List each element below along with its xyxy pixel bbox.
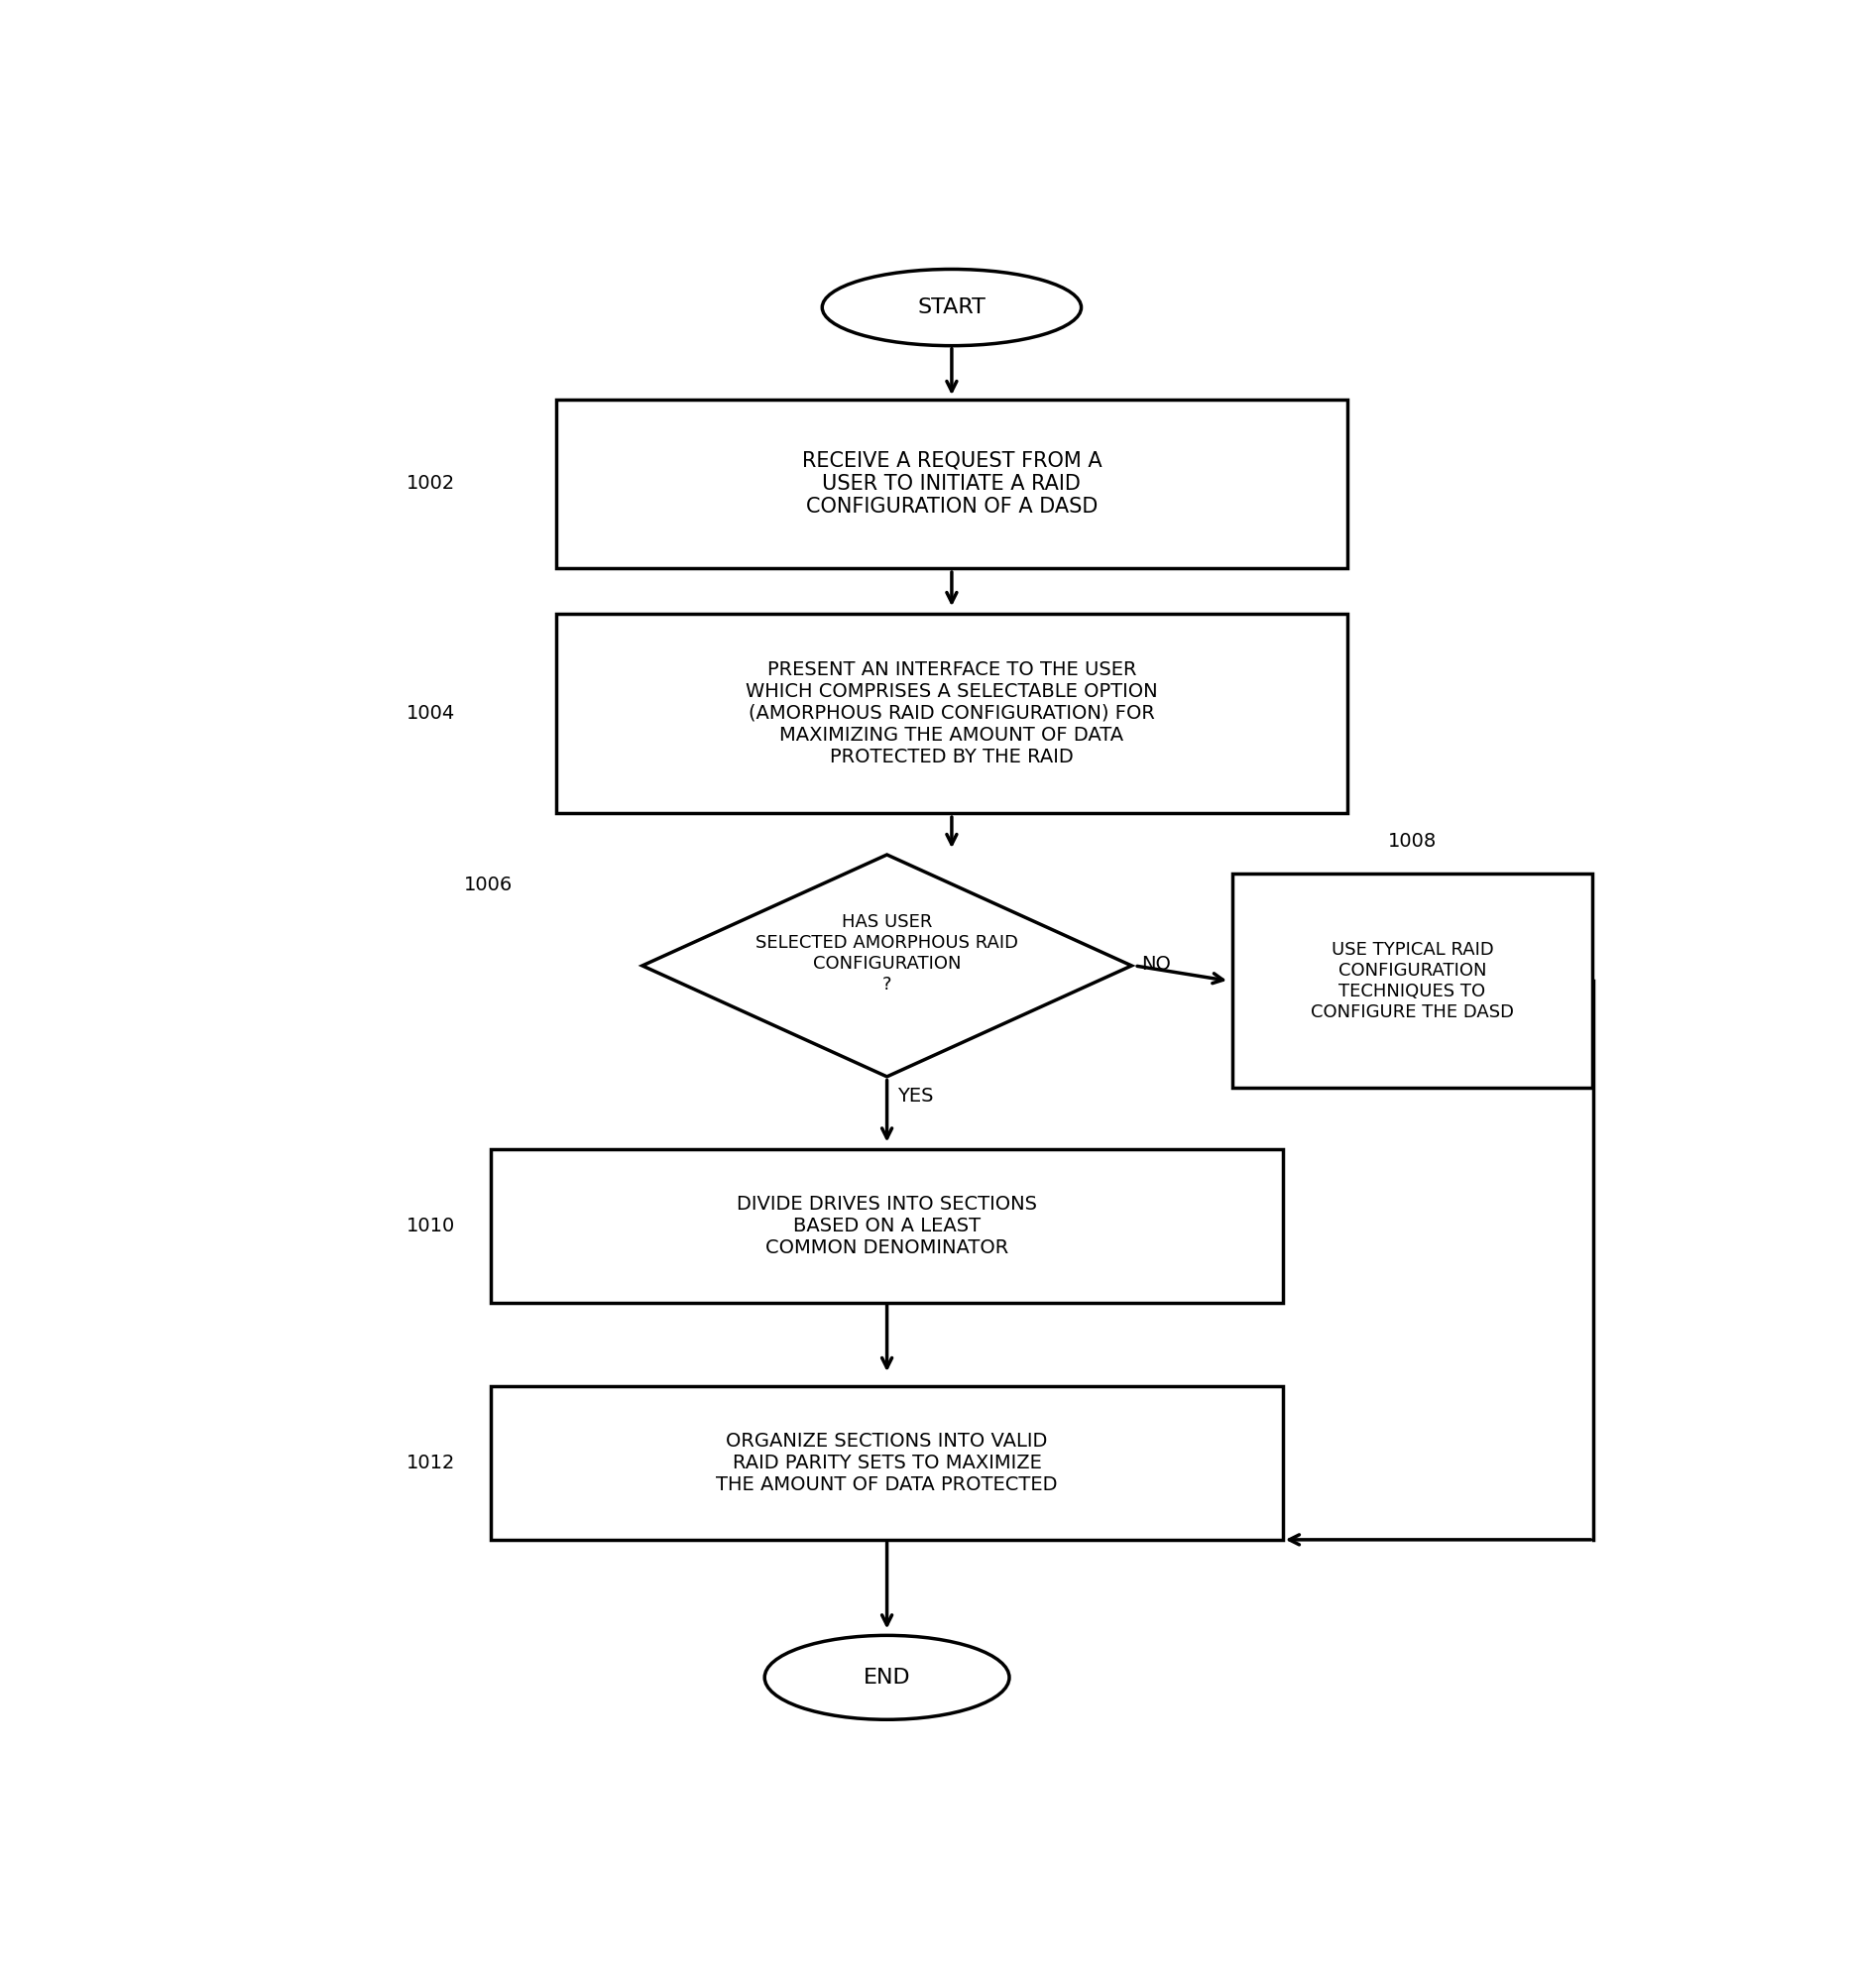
Ellipse shape — [765, 1636, 1010, 1720]
Bar — [490, 1149, 1283, 1302]
Text: DIVIDE DRIVES INTO SECTIONS
BASED ON A LEAST
COMMON DENOMINATOR: DIVIDE DRIVES INTO SECTIONS BASED ON A L… — [737, 1195, 1038, 1256]
Text: END: END — [864, 1668, 910, 1688]
Text: 1008: 1008 — [1387, 833, 1437, 851]
Text: RECEIVE A REQUEST FROM A
USER TO INITIATE A RAID
CONFIGURATION OF A DASD: RECEIVE A REQUEST FROM A USER TO INITIAT… — [802, 451, 1101, 517]
Polygon shape — [643, 855, 1131, 1077]
Text: 1002: 1002 — [407, 473, 455, 493]
Ellipse shape — [823, 268, 1081, 346]
Text: PRESENT AN INTERFACE TO THE USER
WHICH COMPRISES A SELECTABLE OPTION
(AMORPHOUS : PRESENT AN INTERFACE TO THE USER WHICH C… — [747, 660, 1157, 765]
Text: USE TYPICAL RAID
CONFIGURATION
TECHNIQUES TO
CONFIGURE THE DASD: USE TYPICAL RAID CONFIGURATION TECHNIQUE… — [1311, 940, 1513, 1020]
Text: NO: NO — [1142, 954, 1172, 974]
Text: START: START — [917, 298, 986, 318]
Text: HAS USER
SELECTED AMORPHOUS RAID
CONFIGURATION
?: HAS USER SELECTED AMORPHOUS RAID CONFIGU… — [756, 914, 1018, 994]
Text: 1010: 1010 — [407, 1217, 455, 1235]
Text: ORGANIZE SECTIONS INTO VALID
RAID PARITY SETS TO MAXIMIZE
THE AMOUNT OF DATA PRO: ORGANIZE SECTIONS INTO VALID RAID PARITY… — [717, 1431, 1058, 1495]
Text: YES: YES — [897, 1085, 934, 1105]
Bar — [1233, 875, 1591, 1087]
Text: 1006: 1006 — [464, 875, 513, 895]
Bar — [555, 400, 1348, 569]
Text: 1012: 1012 — [407, 1453, 455, 1473]
Text: 1004: 1004 — [407, 704, 455, 722]
Bar — [555, 614, 1348, 813]
Bar — [490, 1388, 1283, 1539]
